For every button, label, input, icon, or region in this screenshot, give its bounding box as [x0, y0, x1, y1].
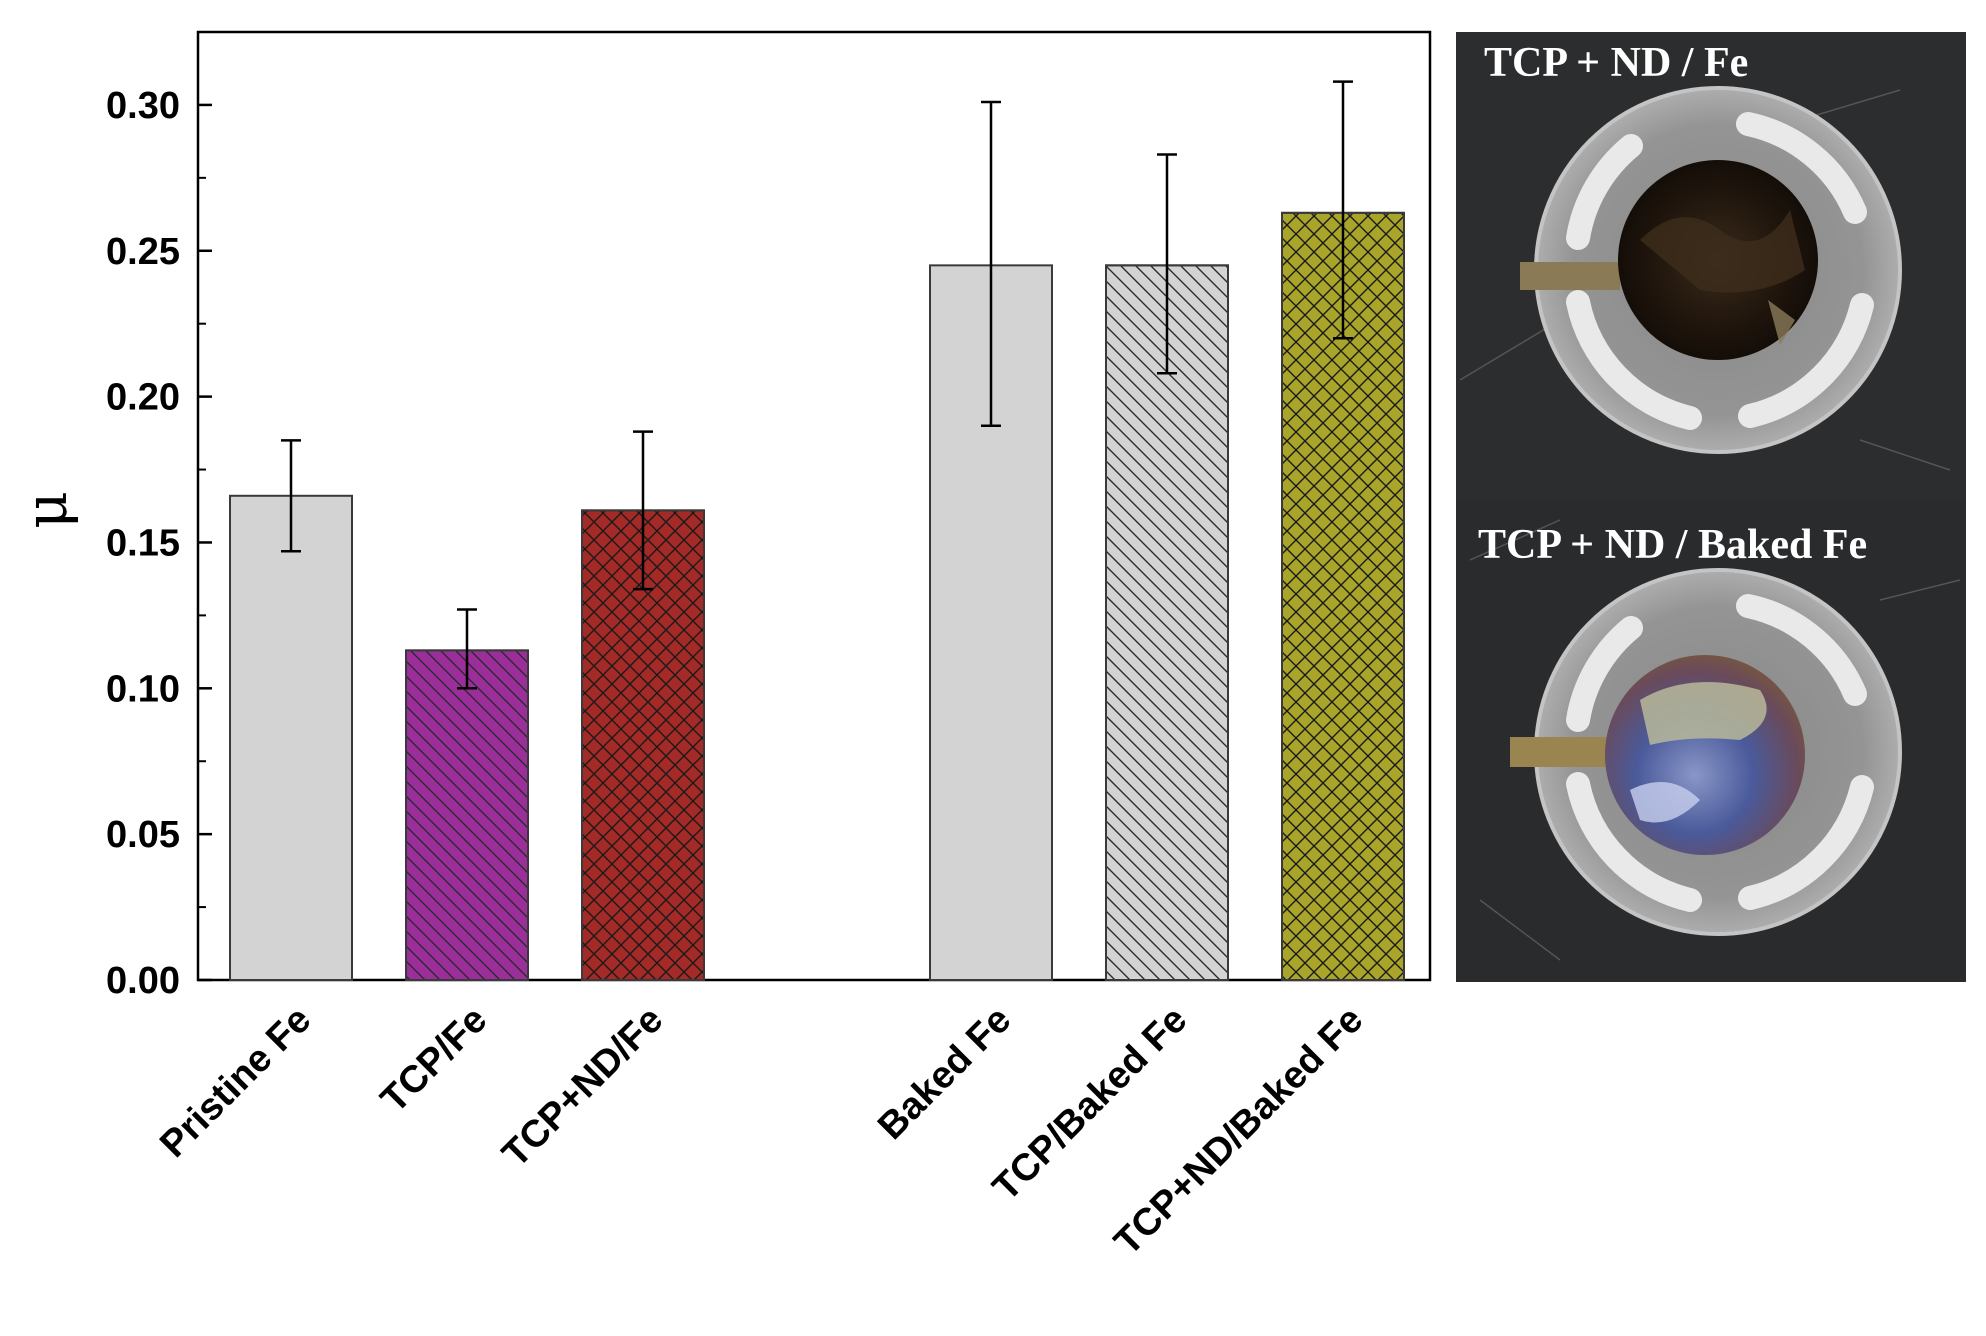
bar-pattern-tcp-nd-baked-fe	[1281, 211, 1405, 981]
error-bars-group	[281, 80, 1353, 690]
photo-top: TCP + ND / Fe	[1456, 32, 1966, 500]
category-labels: Pristine Fe TCP/Fe TCP+ND/Fe Baked FeTCP/Ba…	[152, 999, 1371, 1264]
y-tick-label: 0.10	[106, 668, 180, 710]
plot-frame	[196, 30, 1432, 982]
y-tick-label: 0.25	[106, 231, 180, 273]
bars-group	[229, 211, 1405, 982]
photo-bottom: TCP + ND / Baked Fe	[1456, 500, 1966, 982]
photo-bottom-title: TCP + ND / Baked Fe	[1478, 522, 1867, 568]
y-tick-label: 0.20	[106, 377, 180, 419]
y-axis: 0.00 0.05 0.10 0.15 0.20 0.25 0.30	[106, 85, 212, 1002]
photo-top-title: TCP + ND / Fe	[1484, 40, 1748, 86]
bar-pattern-tcp-baked-fe	[1105, 264, 1229, 982]
category-label-pristine-fe: Pristine Fe	[152, 999, 319, 1166]
y-tick-label: 0.30	[106, 85, 180, 127]
y-tick-label: 0.05	[106, 814, 180, 856]
bar-pristine-fe	[229, 494, 353, 981]
y-tick-label: 0.00	[106, 960, 180, 1002]
category-label-tcp-nd-fe: TCP+ND/Fe	[495, 999, 672, 1176]
category-label-baked-fe: Baked Fe	[870, 999, 1019, 1148]
bar-pattern-tcp-fe	[405, 649, 529, 981]
y-axis-label: μ	[12, 491, 80, 529]
y-tick-label: 0.15	[106, 522, 180, 564]
category-label-tcp-fe: TCP/Fe	[373, 999, 495, 1121]
